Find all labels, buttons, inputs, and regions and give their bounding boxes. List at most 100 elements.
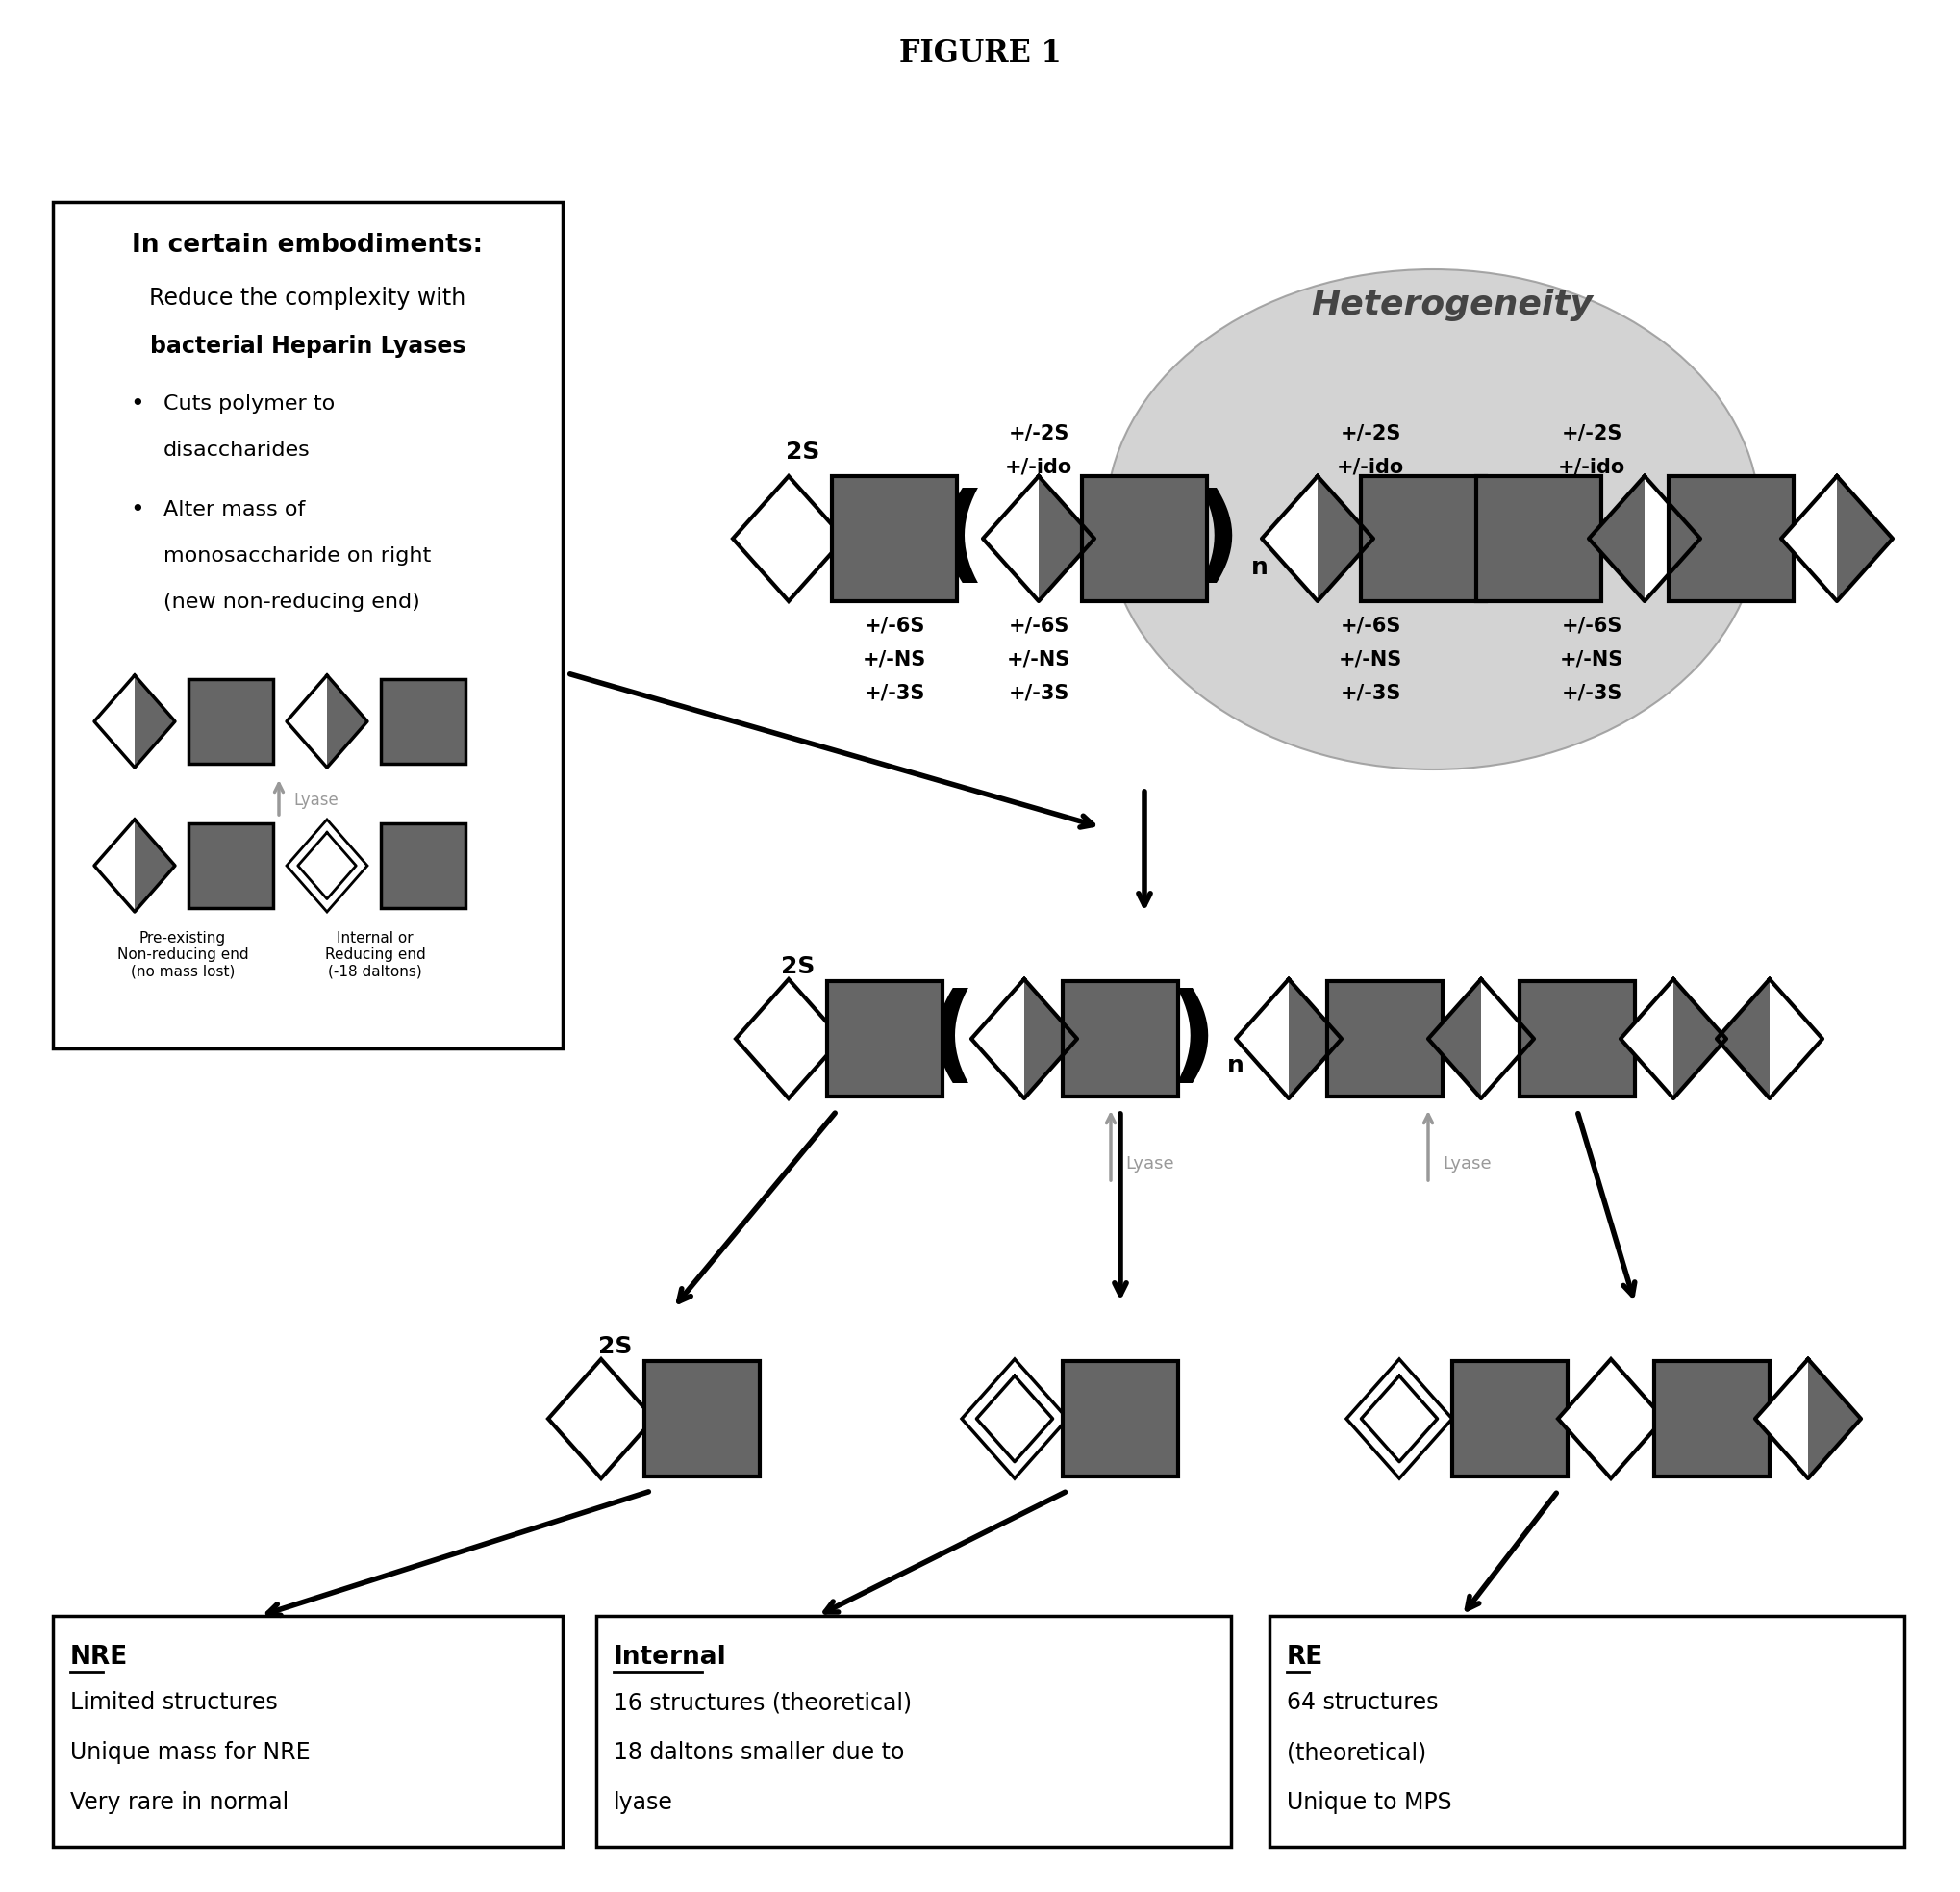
Polygon shape (1590, 477, 1644, 602)
Ellipse shape (1105, 269, 1760, 770)
Text: 2S: 2S (786, 441, 819, 464)
Polygon shape (1621, 980, 1674, 1099)
Polygon shape (135, 675, 174, 768)
Text: +/-NS: +/-NS (1339, 649, 1401, 668)
Text: ): ) (1192, 486, 1241, 590)
Text: (theoretical): (theoretical) (1288, 1741, 1427, 1763)
Text: monosaccharide on right: monosaccharide on right (163, 547, 431, 566)
Text: +/-2S: +/-2S (1007, 424, 1068, 443)
Text: (: ( (937, 486, 986, 590)
Text: •: • (129, 392, 143, 416)
Bar (1668, 477, 1793, 602)
Bar (645, 1360, 760, 1476)
Text: 18 daltons smaller due to: 18 daltons smaller due to (613, 1741, 904, 1763)
Text: +/-6S: +/-6S (1007, 615, 1068, 636)
Text: Cuts polymer to: Cuts polymer to (163, 394, 335, 414)
Bar (1476, 477, 1601, 602)
Bar (53, 202, 563, 1048)
Text: +/-NS: +/-NS (1560, 649, 1623, 668)
Bar (380, 679, 465, 764)
Bar (1654, 1360, 1770, 1476)
Polygon shape (1039, 477, 1094, 602)
Text: Reduce the complexity with: Reduce the complexity with (149, 286, 466, 310)
Text: Lyase: Lyase (294, 791, 339, 810)
Text: 64 structures: 64 structures (1288, 1691, 1439, 1714)
Polygon shape (1770, 980, 1823, 1099)
Polygon shape (733, 477, 845, 602)
Text: Limited structures: Limited structures (71, 1691, 278, 1714)
Polygon shape (1717, 980, 1770, 1099)
Text: Lyase: Lyase (1443, 1156, 1492, 1173)
Text: ): ) (1168, 988, 1217, 1090)
Text: +/-NS: +/-NS (862, 649, 927, 668)
Bar (596, 1616, 1231, 1847)
Polygon shape (135, 819, 174, 912)
Polygon shape (962, 1358, 1068, 1478)
Text: +/-6S: +/-6S (1562, 615, 1623, 636)
Text: +/-3S: +/-3S (1562, 683, 1623, 702)
Polygon shape (286, 819, 367, 912)
Bar (53, 1616, 563, 1847)
Bar (1519, 982, 1635, 1097)
Bar (831, 477, 956, 602)
Polygon shape (1347, 1358, 1452, 1478)
Polygon shape (327, 675, 367, 768)
Text: Very rare in normal: Very rare in normal (71, 1792, 288, 1814)
Polygon shape (1754, 1358, 1807, 1478)
Polygon shape (1482, 980, 1535, 1099)
Bar (188, 823, 272, 908)
Polygon shape (1262, 477, 1317, 602)
Text: Internal: Internal (613, 1644, 727, 1671)
Bar (1062, 1360, 1178, 1476)
Polygon shape (286, 675, 327, 768)
Text: +/-3S: +/-3S (1341, 683, 1401, 702)
Text: +/-2S: +/-2S (1562, 424, 1623, 443)
Text: Pre-existing
Non-reducing end
(no mass lost): Pre-existing Non-reducing end (no mass l… (118, 931, 249, 978)
Bar (1452, 1360, 1568, 1476)
Polygon shape (972, 980, 1025, 1099)
Bar (1360, 477, 1486, 602)
Polygon shape (1807, 1358, 1860, 1478)
Polygon shape (1558, 1358, 1664, 1478)
Polygon shape (94, 675, 135, 768)
Polygon shape (1025, 980, 1078, 1099)
Text: n: n (1227, 1054, 1245, 1077)
Text: +/-2S: +/-2S (1341, 424, 1401, 443)
Text: NRE: NRE (71, 1644, 127, 1671)
Text: (new non-reducing end): (new non-reducing end) (163, 592, 419, 611)
Polygon shape (549, 1358, 655, 1478)
Text: +/-NS: +/-NS (1007, 649, 1070, 668)
Bar (188, 679, 272, 764)
Text: RE: RE (1288, 1644, 1323, 1671)
Text: bacterial Heparin Lyases: bacterial Heparin Lyases (149, 335, 466, 358)
Text: +/-6S: +/-6S (864, 615, 925, 636)
Text: +/-ido: +/-ido (1005, 456, 1072, 477)
Polygon shape (982, 477, 1039, 602)
Bar (1082, 477, 1207, 602)
Polygon shape (1674, 980, 1727, 1099)
Polygon shape (735, 980, 841, 1099)
Text: +/-ido: +/-ido (1558, 456, 1625, 477)
Text: FIGURE 1: FIGURE 1 (900, 38, 1060, 68)
Text: +/-3S: +/-3S (1007, 683, 1068, 702)
Text: 2S: 2S (782, 955, 815, 978)
Polygon shape (1644, 477, 1701, 602)
Text: 16 structures (theoretical): 16 structures (theoretical) (613, 1691, 911, 1714)
Text: Alter mass of: Alter mass of (163, 499, 306, 520)
Bar (1062, 982, 1178, 1097)
Text: Unique mass for NRE: Unique mass for NRE (71, 1741, 310, 1763)
Text: •: • (129, 498, 143, 522)
Text: +/-ido: +/-ido (1337, 456, 1403, 477)
Polygon shape (1782, 477, 1837, 602)
Bar (1327, 982, 1443, 1097)
Polygon shape (1429, 980, 1482, 1099)
Bar (380, 823, 465, 908)
Polygon shape (1837, 477, 1893, 602)
Polygon shape (1290, 980, 1341, 1099)
Text: lyase: lyase (613, 1792, 672, 1814)
Bar (1270, 1616, 1905, 1847)
Polygon shape (94, 819, 135, 912)
Text: n: n (1250, 556, 1268, 579)
Polygon shape (1237, 980, 1290, 1099)
Text: Internal or
Reducing end
(-18 daltons): Internal or Reducing end (-18 daltons) (325, 931, 425, 978)
